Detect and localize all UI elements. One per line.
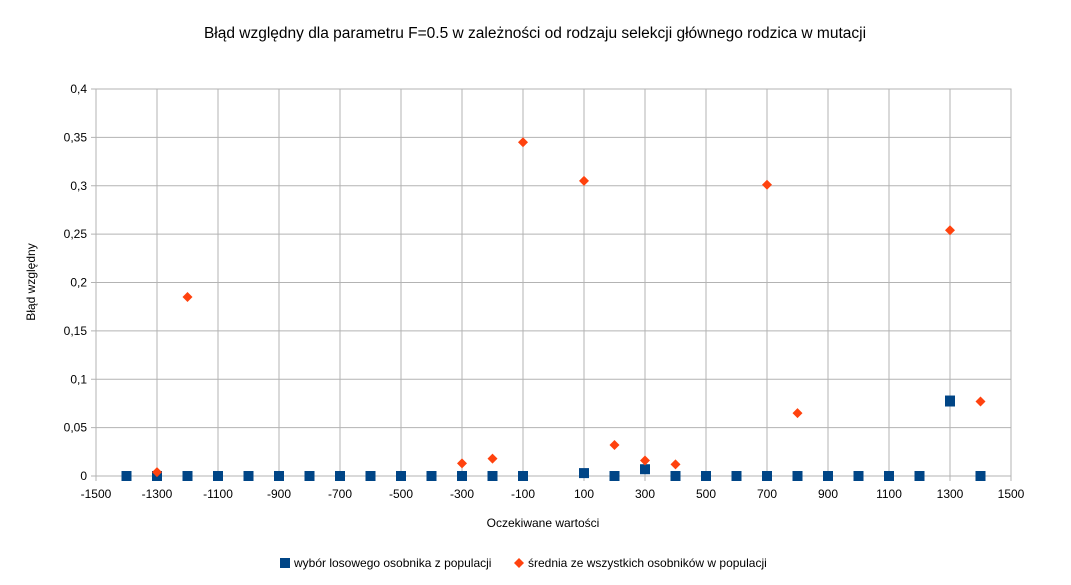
data-point-square <box>396 471 406 481</box>
y-tick-label: 0,3 <box>70 179 87 193</box>
data-points <box>121 137 986 481</box>
data-point-square <box>518 471 528 481</box>
legend-label-2: średnia ze wszystkich osobników w popula… <box>528 556 767 570</box>
x-tick-label: -900 <box>267 487 291 501</box>
data-point-diamond <box>182 292 193 303</box>
data-point-diamond <box>792 408 803 419</box>
x-tick-label: 1300 <box>937 487 964 501</box>
data-point-square <box>853 471 864 481</box>
chart-title: Błąd względny dla parametru F=0.5 w zale… <box>204 25 866 42</box>
data-point-diamond <box>762 179 772 190</box>
data-point-diamond <box>975 396 986 407</box>
data-point-square <box>274 471 284 481</box>
data-point-diamond <box>945 225 955 236</box>
data-point-square <box>426 471 437 481</box>
data-point-square <box>182 471 193 481</box>
legend-marker-1 <box>280 558 290 568</box>
x-tick-label: -300 <box>450 487 474 501</box>
data-point-square <box>792 471 803 481</box>
data-point-square <box>670 471 681 481</box>
data-point-square <box>823 471 833 481</box>
legend-marker-2 <box>514 558 524 568</box>
y-tick-label: 0 <box>80 469 87 483</box>
data-point-square <box>640 464 650 475</box>
data-point-square <box>884 471 894 481</box>
data-point-diamond <box>670 459 681 470</box>
x-tick-label: -1100 <box>203 487 233 501</box>
x-tick-label: 500 <box>696 487 716 501</box>
y-tick-label: 0,4 <box>70 82 87 96</box>
x-tick-label: -1300 <box>142 487 173 501</box>
data-point-square <box>609 471 620 481</box>
data-point-square <box>304 471 315 481</box>
y-tick-label: 0,15 <box>64 324 88 338</box>
data-point-square <box>945 396 955 407</box>
x-tick-label: 300 <box>635 487 655 501</box>
x-tick-label: -500 <box>389 487 413 501</box>
y-tick-label: 0,25 <box>64 227 88 241</box>
x-tick-label: 900 <box>818 487 838 501</box>
data-point-diamond <box>518 137 528 148</box>
data-point-diamond <box>487 453 498 464</box>
data-point-square <box>457 471 467 481</box>
data-point-square <box>762 471 772 481</box>
data-point-square <box>914 471 925 481</box>
data-point-square <box>975 471 986 481</box>
x-tick-label: -1500 <box>81 487 112 501</box>
x-tick-label: 700 <box>757 487 777 501</box>
data-point-square <box>579 468 589 479</box>
y-tick-label: 0,05 <box>64 421 88 435</box>
data-point-square <box>243 471 254 481</box>
data-point-square <box>731 471 742 481</box>
data-point-diamond <box>609 440 620 451</box>
y-axis-label: Błąd względny <box>24 243 38 320</box>
x-tick-label: 100 <box>574 487 594 501</box>
legend-label-1: wybór losowego osobnika z populacji <box>293 556 491 570</box>
x-tick-label: 1500 <box>998 487 1025 501</box>
data-point-square <box>365 471 376 481</box>
x-axis-label: Oczekiwane wartości <box>487 516 600 530</box>
data-point-diamond <box>152 467 162 478</box>
axis-ticks: -1500 -1300 -1100 -900 -700 -500 -300 -100 100 30… <box>64 82 1025 501</box>
y-tick-label: 0,2 <box>70 276 87 290</box>
y-tick-label: 0,35 <box>64 130 88 144</box>
data-point-square <box>121 471 132 481</box>
data-point-square <box>335 471 345 481</box>
legend: wybór losowego osobnika z populacji średn… <box>280 556 767 570</box>
data-point-diamond <box>579 175 589 186</box>
data-point-diamond <box>457 458 467 469</box>
data-point-square <box>487 471 498 481</box>
x-tick-label: -100 <box>511 487 535 501</box>
data-point-square <box>701 471 711 481</box>
data-point-square <box>213 471 223 481</box>
grid <box>95 88 1012 477</box>
x-tick-label: 1100 <box>876 487 902 501</box>
data-point-diamond <box>640 455 650 466</box>
y-tick-label: 0,1 <box>70 372 87 386</box>
x-tick-label: -700 <box>328 487 352 501</box>
